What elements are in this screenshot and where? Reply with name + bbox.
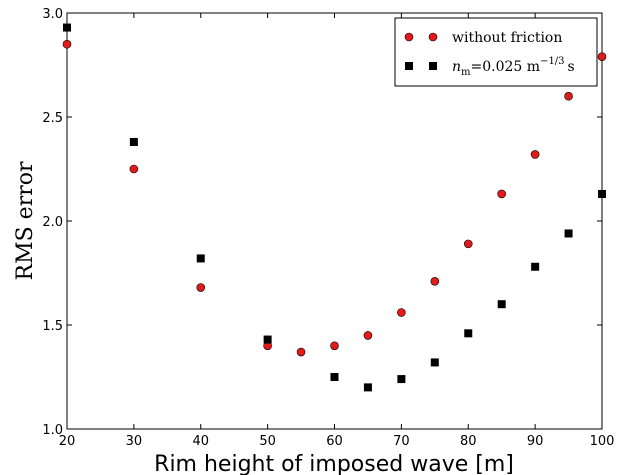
x-tick-label-50: 50 bbox=[259, 434, 276, 449]
legend-unit: s bbox=[568, 59, 575, 75]
point-series2-100 bbox=[598, 189, 606, 198]
legend-sup: −1/3 bbox=[540, 56, 564, 67]
x-tick-label-40: 40 bbox=[192, 434, 209, 449]
point-series2-75 bbox=[430, 358, 439, 367]
point-series2-65 bbox=[363, 383, 372, 392]
point-series1-20 bbox=[62, 39, 72, 49]
point-series2-60 bbox=[330, 373, 339, 381]
tick-labels: 20 30 40 50 60 70 80 90 100 1.0 1.5 2.0 2.5 3.0 bbox=[42, 7, 614, 449]
point-series1-70 bbox=[397, 308, 406, 317]
x-tick-label-20: 20 bbox=[59, 434, 76, 449]
legend-var: n bbox=[452, 59, 461, 75]
point-series1-40 bbox=[196, 283, 206, 292]
point-series1-75 bbox=[430, 277, 440, 286]
point-series2-50 bbox=[263, 335, 272, 344]
legend-label-without-friction: without friction bbox=[452, 30, 562, 46]
x-axis-label: Rim height of imposed wave [m] bbox=[154, 452, 514, 475]
point-series2-30 bbox=[129, 137, 138, 146]
legend-box bbox=[394, 17, 598, 87]
point-series1-90 bbox=[530, 150, 540, 159]
x-tick-label-60: 60 bbox=[326, 434, 343, 449]
point-series2-95 bbox=[564, 229, 573, 238]
point-series2-85 bbox=[497, 300, 506, 309]
x-tick-label-100: 100 bbox=[590, 434, 615, 449]
point-series2-40 bbox=[196, 254, 205, 263]
y-tick-label-1.5: 1.5 bbox=[42, 319, 63, 334]
legend-eq: =0.025 m bbox=[471, 59, 541, 75]
x-tick-label-90: 90 bbox=[527, 434, 544, 449]
point-series2-70 bbox=[397, 375, 406, 384]
x-tick-label-70: 70 bbox=[393, 434, 410, 449]
legend-marker-without-friction-2 bbox=[428, 32, 438, 42]
point-series1-65 bbox=[363, 331, 373, 340]
point-series2-80 bbox=[464, 329, 473, 338]
legend-marker-friction-1 bbox=[405, 62, 413, 70]
x-tick-label-30: 30 bbox=[126, 434, 143, 449]
y-tick-label-2.0: 2.0 bbox=[42, 215, 63, 230]
axis-ticks bbox=[66, 12, 603, 430]
legend-sub: m bbox=[461, 67, 471, 78]
y-tick-label-2.5: 2.5 bbox=[42, 111, 63, 126]
point-series1-55 bbox=[296, 347, 306, 357]
y-tick-label-3.0: 3.0 bbox=[42, 7, 63, 22]
x-tick-label-80: 80 bbox=[460, 434, 477, 449]
point-series1-60 bbox=[330, 341, 339, 351]
y-tick-label-1.0: 1.0 bbox=[42, 423, 63, 438]
legend-marker-friction-2 bbox=[429, 62, 437, 70]
point-series2-20 bbox=[63, 23, 71, 32]
point-series1-80 bbox=[463, 239, 473, 249]
legend-label-friction: nm=0.025 m−1/3 s bbox=[452, 56, 575, 78]
point-series1-30 bbox=[129, 164, 139, 174]
legend-marker-without-friction-1 bbox=[404, 32, 414, 42]
data-points bbox=[62, 23, 607, 392]
point-series1-95 bbox=[564, 91, 573, 101]
point-series1-85 bbox=[497, 189, 506, 199]
y-axis-label: RMS error bbox=[13, 161, 38, 280]
legend: without friction nm=0.025 m−1/3 s bbox=[394, 17, 598, 87]
point-series1-100 bbox=[597, 52, 607, 61]
point-series2-90 bbox=[531, 262, 540, 271]
